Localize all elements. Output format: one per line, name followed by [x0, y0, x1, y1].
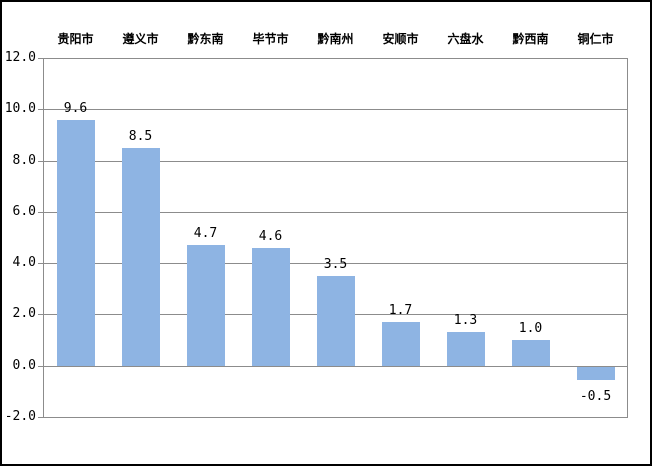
category-label: 六盘水 — [447, 32, 484, 46]
y-axis-tick — [38, 160, 43, 162]
y-axis-label: 8.0 — [12, 152, 36, 168]
y-axis-label: 0.0 — [12, 357, 36, 373]
category-label: 黔南州 — [317, 32, 354, 46]
bar-value-label: 1.3 — [453, 313, 478, 329]
y-axis-label: 6.0 — [12, 203, 36, 219]
bar-value-label: 4.6 — [258, 228, 283, 244]
category-label: 黔东南 — [187, 32, 224, 46]
plot-border — [43, 58, 628, 418]
bar — [316, 275, 355, 366]
y-axis-tick — [38, 314, 43, 316]
category-label: 贵阳市 — [57, 32, 94, 46]
bar — [576, 366, 615, 380]
bar — [121, 147, 160, 366]
bar-value-label: 8.5 — [128, 128, 153, 144]
bar-value-label: 4.7 — [193, 226, 218, 242]
category-label: 遵义市 — [122, 32, 159, 46]
category-label: 安顺市 — [382, 32, 419, 46]
gridline — [43, 365, 628, 367]
category-label: 铜仁市 — [577, 32, 614, 46]
gridline — [43, 211, 628, 213]
bar-value-label: 1.7 — [388, 303, 413, 319]
y-axis-tick — [38, 417, 43, 418]
bar-value-label: 3.5 — [323, 256, 348, 272]
y-axis-label: 2.0 — [12, 306, 36, 322]
bar — [56, 119, 95, 366]
bar — [446, 332, 485, 366]
y-axis-tick — [38, 365, 43, 367]
gridline — [43, 160, 628, 162]
y-axis-tick — [38, 109, 43, 111]
bar — [251, 247, 290, 366]
y-axis-label: 12.0 — [4, 50, 36, 65]
bar — [186, 245, 225, 366]
y-axis-tick — [38, 263, 43, 265]
bar-value-label: 9.6 — [63, 100, 88, 116]
bar — [381, 322, 420, 366]
bar — [511, 340, 550, 366]
gridline — [43, 109, 628, 111]
bar-value-label: 1.0 — [518, 321, 543, 337]
category-label: 毕节市 — [252, 32, 289, 46]
category-label: 黔西南 — [512, 32, 549, 46]
y-axis-label: 10.0 — [4, 101, 36, 117]
y-axis-tick — [38, 58, 43, 59]
gridline — [43, 263, 628, 265]
y-axis-label: -2.0 — [4, 409, 36, 424]
bar-value-label: -0.5 — [579, 388, 612, 404]
y-axis-tick — [38, 211, 43, 213]
y-axis-label: 4.0 — [12, 255, 36, 271]
